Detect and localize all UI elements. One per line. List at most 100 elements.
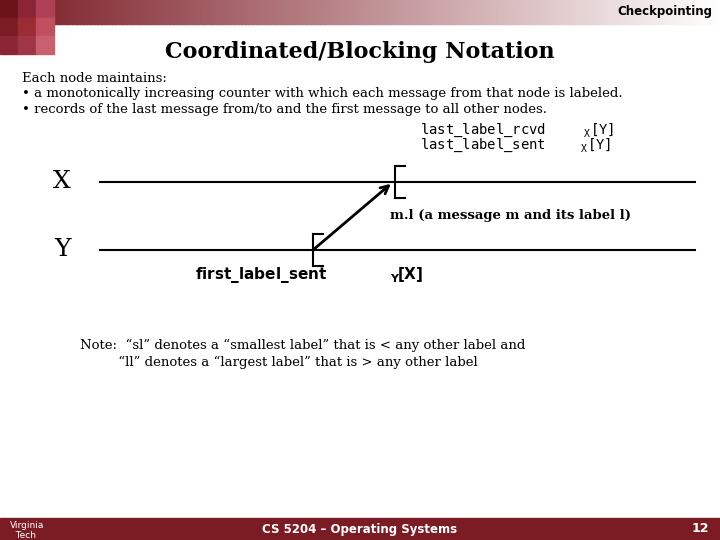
Bar [626, 0, 631, 24]
Bar [421, 0, 426, 24]
Text: m.l (a message m and its label l): m.l (a message m and its label l) [390, 208, 631, 221]
Bar [576, 0, 580, 24]
Bar [313, 0, 318, 24]
Bar [212, 0, 217, 24]
Bar [259, 0, 264, 24]
Bar [238, 0, 242, 24]
Bar [486, 0, 490, 24]
Bar [670, 0, 674, 24]
Bar [569, 0, 573, 24]
Bar [288, 0, 292, 24]
Bar [608, 0, 613, 24]
Bar [468, 0, 472, 24]
Bar [180, 0, 184, 24]
Bar [292, 0, 296, 24]
Bar [691, 0, 696, 24]
Bar [36, 0, 54, 18]
Bar [331, 0, 336, 24]
Bar [454, 0, 458, 24]
Bar [500, 0, 505, 24]
Bar [623, 0, 627, 24]
Bar [277, 0, 282, 24]
Bar [526, 0, 530, 24]
Text: Y: Y [54, 239, 71, 261]
Bar [130, 0, 134, 24]
Bar [227, 0, 231, 24]
Bar [472, 0, 476, 24]
Bar [22, 0, 26, 24]
Text: $\mathit{\mathbf{Y}}$: $\mathit{\mathbf{Y}}$ [390, 272, 400, 284]
Bar [7, 0, 12, 24]
Bar [407, 0, 411, 24]
Bar [673, 0, 678, 24]
Bar [605, 0, 609, 24]
Bar [263, 0, 267, 24]
Bar [428, 0, 433, 24]
Bar [688, 0, 692, 24]
Bar [76, 0, 80, 24]
Bar [392, 0, 397, 24]
Bar [515, 0, 519, 24]
Bar [436, 0, 440, 24]
Bar [662, 0, 667, 24]
Bar [72, 0, 76, 24]
Bar [572, 0, 577, 24]
Bar [443, 0, 447, 24]
Bar [601, 0, 606, 24]
Bar [342, 0, 346, 24]
Bar [83, 0, 87, 24]
Bar [173, 0, 177, 24]
Bar [158, 0, 163, 24]
Bar [310, 0, 314, 24]
Bar [648, 0, 652, 24]
Bar [652, 0, 656, 24]
Bar [144, 0, 148, 24]
Bar [137, 0, 141, 24]
Bar [414, 0, 418, 24]
Bar [274, 0, 278, 24]
Bar [230, 0, 235, 24]
Bar [598, 0, 602, 24]
Bar [101, 0, 105, 24]
Bar [202, 0, 206, 24]
Bar [378, 0, 382, 24]
Bar [284, 0, 289, 24]
Bar [317, 0, 321, 24]
Bar [695, 0, 699, 24]
Bar [587, 0, 591, 24]
Bar [54, 0, 58, 24]
Bar [234, 0, 238, 24]
Bar [94, 0, 98, 24]
Text: Note:  “sl” denotes a “smallest label” that is < any other label and: Note: “sl” denotes a “smallest label” th… [80, 339, 526, 352]
Bar [558, 0, 562, 24]
Bar [580, 0, 584, 24]
Text: • records of the last message from/to and the first message to all other nodes.: • records of the last message from/to an… [22, 104, 547, 117]
Bar [677, 0, 681, 24]
Bar [353, 0, 357, 24]
Bar [295, 0, 300, 24]
Bar [122, 0, 127, 24]
Bar [97, 0, 102, 24]
Bar [58, 0, 62, 24]
Bar [634, 0, 638, 24]
Bar [497, 0, 501, 24]
Text: $\mathbf{\mathtt{X}}$: $\mathbf{\mathtt{X}}$ [580, 142, 588, 154]
Bar [302, 0, 307, 24]
Bar [115, 0, 120, 24]
Bar [680, 0, 685, 24]
Text: $\mathbf{\mathtt{X}}$: $\mathbf{\mathtt{X}}$ [583, 127, 591, 139]
Bar [709, 0, 714, 24]
Bar [133, 0, 138, 24]
Bar [40, 0, 44, 24]
Text: $\mathbf{\mathtt{[Y]}}$: $\mathbf{\mathtt{[Y]}}$ [587, 137, 611, 153]
Bar [86, 0, 91, 24]
Bar [562, 0, 566, 24]
Bar [655, 0, 660, 24]
Bar [18, 18, 36, 36]
Bar [169, 0, 174, 24]
Bar [482, 0, 487, 24]
Bar [32, 0, 37, 24]
Bar [547, 0, 552, 24]
Bar [371, 0, 375, 24]
Bar [176, 0, 181, 24]
